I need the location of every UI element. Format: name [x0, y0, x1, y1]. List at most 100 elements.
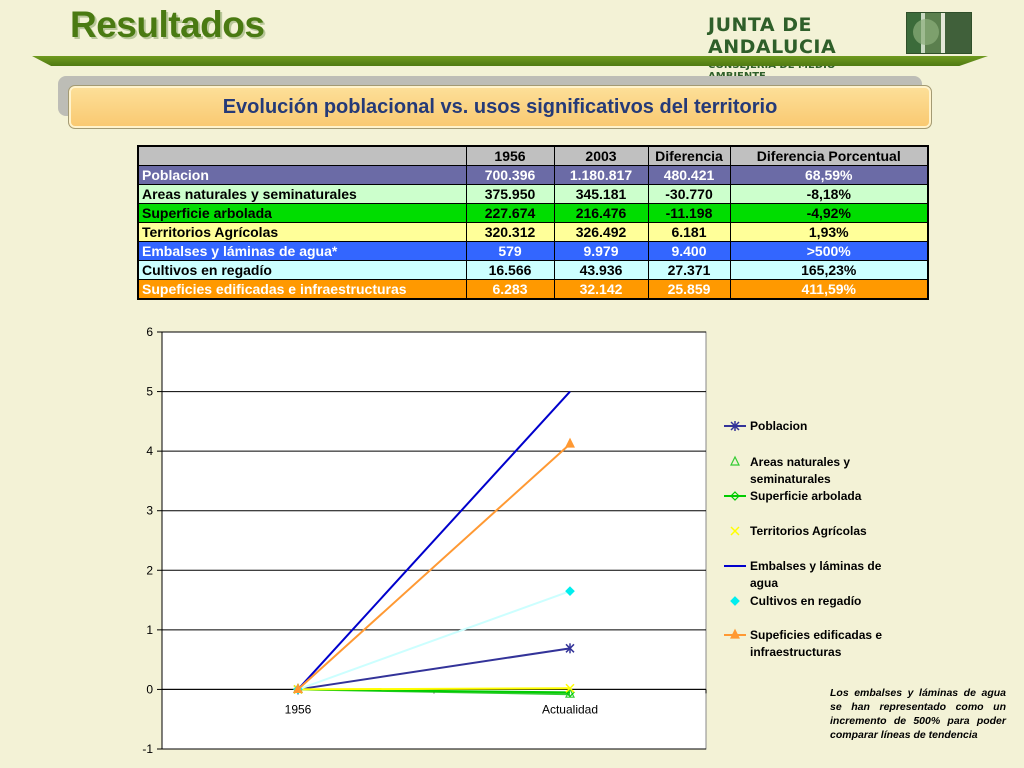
table-cell-v1956: 6.283	[465, 279, 555, 300]
table-cell-v2003: 1.180.817	[553, 165, 649, 185]
table-cell-pct: 1,93%	[729, 222, 929, 242]
data-table: 1956 2003 Diferencia Diferencia Porcentu…	[137, 145, 929, 300]
table-cell-v1956: 227.674	[465, 203, 555, 223]
table-cell-pct: 165,23%	[729, 260, 929, 280]
legend-entry: Supeficies edificadas e infraestructuras	[724, 628, 882, 659]
table-cell-label: Superficie arbolada	[137, 203, 467, 223]
y-tick-label: 3	[146, 504, 153, 518]
legend-label: Cultivos en regadío	[750, 594, 861, 608]
table-row: Areas naturales y seminaturales 375.950 34…	[137, 184, 929, 204]
series-line	[297, 390, 571, 691]
legend-label: Superficie arbolada	[750, 489, 862, 503]
legend-label: Territorios Agrícolas	[750, 524, 867, 538]
table-cell-v2003: 345.181	[553, 184, 649, 204]
table-cell-label: Territorios Agrícolas	[137, 222, 467, 242]
table-cell-v2003: 9.979	[553, 241, 649, 261]
legend-label: Embalses y láminas de	[750, 559, 882, 573]
table-header-label	[137, 145, 467, 166]
legend-label: seminaturales	[750, 472, 831, 486]
data-point	[565, 683, 575, 693]
table-cell-diff: -11.198	[647, 203, 731, 223]
chart-plot-area: -1 0 1 2 3 4 5 6 1956 Actualidad	[142, 325, 707, 756]
legend-marker	[730, 455, 740, 466]
table-cell-v1956: 375.950	[465, 184, 555, 204]
section-banner: Evolución poblacional vs. usos significa…	[68, 85, 932, 129]
table-header-percent-difference: Diferencia Porcentual	[729, 145, 929, 166]
line-chart: -1 0 1 2 3 4 5 6 1956 Actualidad Poblacion Areas n…	[142, 325, 882, 756]
legend-label: agua	[750, 576, 778, 590]
table-cell-label: Cultivos en regadío	[137, 260, 467, 280]
table-cell-diff: -30.770	[647, 184, 731, 204]
legend-entry: Embalses y láminas de agua	[724, 559, 882, 590]
table-header-2003: 2003	[553, 145, 649, 166]
table-cell-diff: 27.371	[647, 260, 731, 280]
data-point	[565, 643, 575, 654]
legend-entry: Territorios Agrícolas	[730, 524, 867, 538]
table-cell-v1956: 700.396	[465, 165, 555, 185]
table-cell-v2003: 43.936	[553, 260, 649, 280]
table-cell-v1956: 320.312	[465, 222, 555, 242]
table-cell-diff: 9.400	[647, 241, 731, 261]
legend-label: Poblacion	[750, 419, 807, 433]
table-row: Territorios Agrícolas 320.312 326.492 6.181…	[137, 222, 929, 242]
x-tick-label: Actualidad	[542, 702, 598, 716]
table-cell-v1956: 579	[465, 241, 555, 261]
y-tick-label: 2	[146, 563, 153, 577]
table-cell-pct: 68,59%	[729, 165, 929, 185]
y-tick-label: 6	[146, 325, 153, 339]
legend-marker	[730, 628, 740, 639]
legend-entry: Areas naturales y seminaturales	[730, 455, 850, 486]
y-tick-label: 4	[146, 444, 153, 458]
legend-label: infraestructuras	[750, 645, 842, 659]
table-cell-label: Supeficies edificadas e infraestructuras	[137, 279, 467, 300]
legend-marker	[730, 421, 740, 431]
legend-marker	[730, 491, 740, 501]
table-cell-v1956: 16.566	[465, 260, 555, 280]
legend-entry: Cultivos en regadío	[730, 594, 861, 608]
table-row: Cultivos en regadío 16.566 43.936 27.371 165…	[137, 260, 929, 280]
table-cell-diff: 480.421	[647, 165, 731, 185]
legend-entry: Poblacion	[724, 419, 807, 433]
table-cell-label: Embalses y láminas de agua*	[137, 241, 467, 261]
legend-label: Supeficies edificadas e	[750, 628, 882, 642]
y-tick-label: -1	[142, 742, 153, 756]
series-line	[297, 443, 571, 691]
table-cell-v2003: 326.492	[553, 222, 649, 242]
data-point	[565, 586, 575, 596]
series-6	[293, 437, 575, 694]
table-header-1956: 1956	[465, 145, 555, 166]
table-cell-pct: -4,92%	[729, 203, 929, 223]
table-cell-label: Areas naturales y seminaturales	[137, 184, 467, 204]
table-cell-v2003: 32.142	[553, 279, 649, 300]
x-tick-label: 1956	[285, 702, 312, 716]
organization-name: JUNTA DE ANDALUCIA	[708, 14, 837, 58]
y-tick-label: 0	[146, 682, 153, 696]
slide-title: Resultados	[70, 4, 265, 45]
legend-label: Areas naturales y	[750, 455, 850, 469]
table-cell-v2003: 216.476	[553, 203, 649, 223]
y-tick-label: 1	[146, 623, 153, 637]
series-line	[297, 687, 571, 691]
header-divider	[32, 56, 988, 66]
organization-logo: JUNTA DE ANDALUCIA CONSEJERÍA DE MEDIO A…	[708, 14, 888, 82]
legend-marker	[730, 526, 740, 536]
chart-legend: Poblacion Areas naturales y seminaturales S…	[724, 419, 882, 659]
table-cell-pct: -8,18%	[729, 184, 929, 204]
legend-marker	[730, 596, 740, 606]
series-line	[297, 590, 571, 691]
table-row: Superficie arbolada 227.674 216.476 -11.198…	[137, 203, 929, 223]
data-point	[293, 683, 303, 694]
table-row: Embalses y láminas de agua* 579 9.979 9.400…	[137, 241, 929, 261]
y-tick-label: 5	[146, 385, 153, 399]
table-header-row: 1956 2003 Diferencia Diferencia Porcentu…	[137, 145, 929, 166]
table-row: Supeficies edificadas e infraestructuras…	[137, 279, 929, 300]
footnote: Los embalses y láminas de agua se han re…	[830, 687, 1006, 741]
table-cell-label: Poblacion	[137, 165, 467, 185]
table-cell-diff: 6.181	[647, 222, 731, 242]
table-cell-pct: 411,59%	[729, 279, 929, 300]
table-row: Poblacion 700.396 1.180.817 480.421 68,59%	[137, 165, 929, 185]
data-point	[565, 437, 575, 448]
series-4	[297, 390, 571, 691]
series-line	[297, 647, 571, 691]
table-cell-diff: 25.859	[647, 279, 731, 300]
